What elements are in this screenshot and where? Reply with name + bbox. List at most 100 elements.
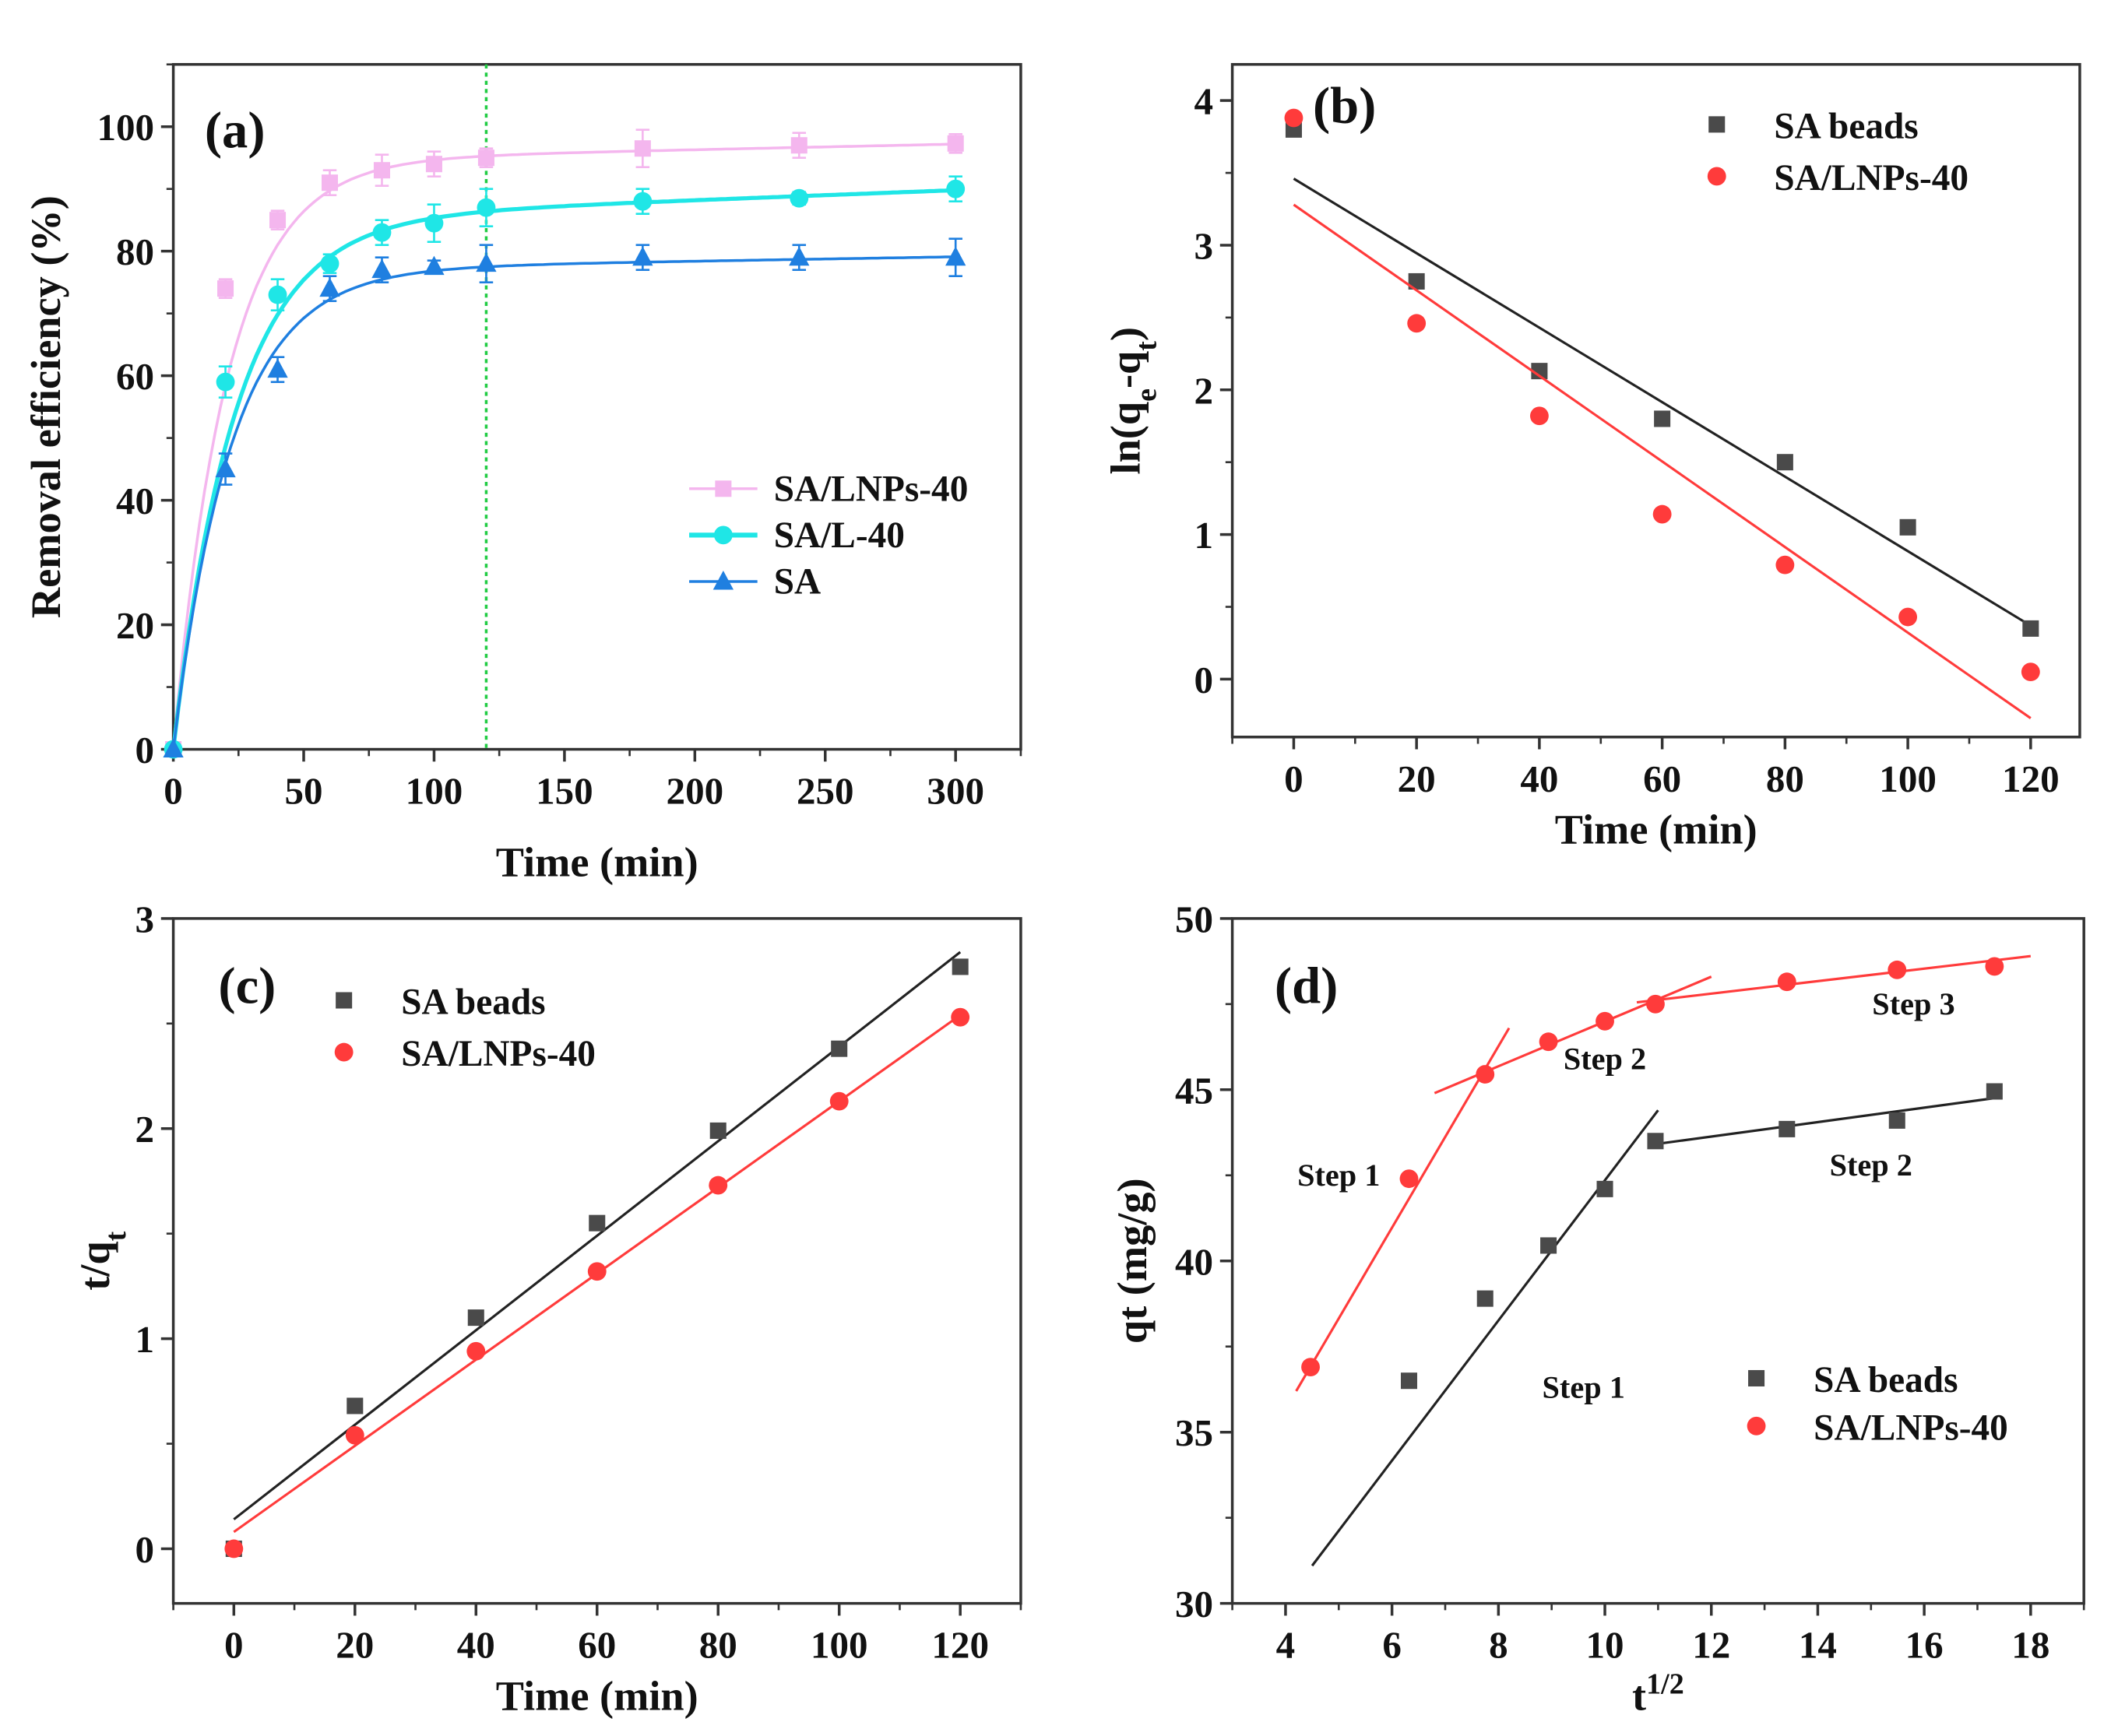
data-point: [951, 1007, 970, 1027]
y-tick-label: 0: [1194, 659, 1214, 701]
chart-panel-d: 4 6 8 10 12 14 16 18 30 35 40 45 50 t1/2 qt (mg/g) (d) S…: [1109, 898, 2085, 1719]
x-tick-label: 50: [284, 770, 322, 813]
data-point: [1400, 1372, 1418, 1390]
x-axis-title: t1/2: [1632, 1667, 1684, 1719]
legend-marker: [1748, 1369, 1765, 1386]
label-part: t: [1130, 341, 1163, 351]
step-annotation: Step 1: [1297, 1158, 1380, 1193]
y-tick-label: 1: [1194, 514, 1214, 557]
data-point: [1529, 406, 1549, 426]
label-part: e: [1130, 388, 1163, 402]
y-tick-label: 40: [1175, 1240, 1213, 1283]
data-point: [477, 198, 496, 217]
data-point: [1284, 108, 1304, 128]
legend-label: SA beads: [1814, 1360, 1958, 1400]
series-sa-beads: [1311, 1083, 2003, 1567]
data-point: [632, 246, 653, 266]
x-tick-label: 20: [336, 1624, 374, 1667]
y-tick-label: 3: [135, 898, 155, 940]
y-tick-label: 50: [1175, 898, 1213, 940]
y-tick-label: 60: [116, 355, 154, 398]
legend-marker: [712, 570, 734, 590]
data-point: [709, 1175, 728, 1195]
data-point: [467, 1309, 484, 1327]
x-tick-label: 120: [931, 1624, 989, 1667]
data-point: [319, 277, 340, 297]
y-tick-label: 40: [116, 480, 154, 522]
x-tick-label: 100: [406, 770, 463, 813]
data-point: [952, 958, 969, 975]
data-point: [1399, 1169, 1419, 1189]
data-point: [1652, 504, 1672, 524]
x-tick-label: 4: [1276, 1624, 1296, 1667]
x-axis-title: Time (min): [1555, 806, 1757, 852]
panel-label: (a): [205, 103, 266, 160]
data-point: [1539, 1032, 1558, 1052]
plot-frame: [171, 62, 1022, 751]
x-tick-label: 20: [1398, 757, 1436, 800]
data-point: [946, 179, 966, 199]
series-sa-lnps-40: [224, 1007, 970, 1559]
data-point: [1888, 960, 1907, 979]
x-tick-label: 200: [667, 770, 724, 813]
x-tick-label: 60: [578, 1624, 616, 1667]
y-tick-label: 1: [135, 1318, 155, 1361]
legend-marker: [715, 480, 732, 497]
x-tick-label: 0: [1284, 757, 1304, 800]
data-point: [372, 223, 392, 242]
y-tick-label: 20: [116, 604, 154, 647]
x-tick-label: 6: [1382, 1624, 1402, 1667]
x-tick-label: 60: [1643, 757, 1681, 800]
data-point: [320, 254, 340, 273]
fit-curve: [171, 142, 956, 750]
data-point: [587, 1262, 607, 1281]
data-point: [466, 1341, 486, 1361]
data-point: [371, 258, 392, 279]
data-point: [1888, 1112, 1905, 1129]
data-point: [1777, 972, 1796, 992]
data-point: [589, 1214, 606, 1232]
data-point: [1778, 1120, 1796, 1137]
data-point: [1596, 1180, 1613, 1197]
fit-curve: [171, 188, 956, 750]
x-tick-label: 250: [797, 770, 854, 813]
label-part: -q: [1102, 351, 1149, 388]
step-annotation: Step 3: [1872, 986, 1954, 1021]
data-point: [1476, 1290, 1494, 1307]
legend-label: SA/LNPs-40: [1814, 1407, 2008, 1448]
fit-curve: [171, 255, 956, 750]
data-point: [1408, 272, 1425, 290]
y-axis-title: t/qt: [72, 1231, 132, 1290]
x-tick-label: 40: [1520, 757, 1558, 800]
step-annotation: Step 1: [1543, 1370, 1625, 1405]
data-point: [268, 285, 287, 304]
y-tick-label: 3: [1194, 225, 1214, 268]
panel-label: (b): [1313, 78, 1376, 135]
data-point: [163, 738, 184, 758]
data-point: [477, 149, 494, 167]
data-point: [476, 252, 497, 272]
data-point: [424, 255, 445, 276]
chart-panel-a: 0 50 100 150 200 250 300 0 20 40 60 80 100 Time (min)…: [23, 62, 1022, 886]
label-part: t/q: [72, 1241, 118, 1290]
legend-entry: SA beads: [1708, 106, 1919, 146]
data-point: [1646, 994, 1665, 1014]
fit-line: [1636, 954, 2032, 1004]
x-tick-label: 18: [2011, 1624, 2049, 1667]
data-point: [216, 372, 235, 392]
series-sa-beads: [225, 951, 969, 1557]
data-point: [269, 212, 287, 229]
legend-entry: SA/L-40: [689, 515, 905, 556]
x-tick-label: 8: [1489, 1624, 1508, 1667]
x-tick-label: 14: [1799, 1624, 1837, 1667]
fit-line: [233, 951, 962, 1520]
y-tick-label: 100: [97, 106, 154, 149]
data-point: [1986, 1083, 2003, 1100]
data-point: [829, 1091, 849, 1111]
x-tick-label: 0: [164, 770, 183, 813]
data-point: [633, 192, 653, 211]
data-point: [2021, 662, 2040, 682]
data-point: [945, 246, 966, 266]
fit-line: [1293, 177, 2032, 627]
